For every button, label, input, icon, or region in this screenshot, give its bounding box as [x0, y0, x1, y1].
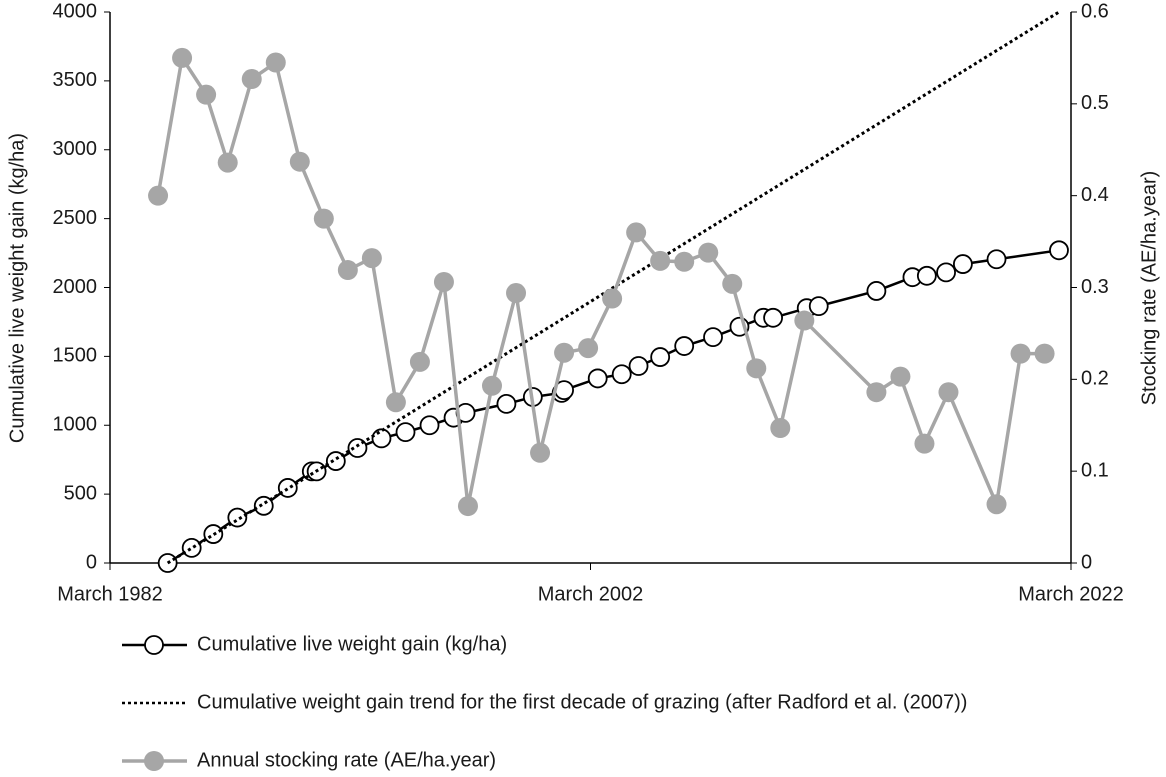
y2-tick-label: 0.3	[1081, 276, 1109, 298]
point	[181, 537, 202, 558]
point	[674, 251, 695, 272]
point	[674, 336, 695, 356]
point	[277, 478, 298, 498]
y-tick-label: 0	[86, 551, 97, 573]
point	[227, 507, 248, 528]
point	[530, 442, 551, 463]
y-tick-label: 1500	[53, 345, 98, 367]
point	[253, 495, 274, 516]
point	[172, 47, 193, 68]
point	[325, 451, 346, 471]
legend-label: Cumulative live weight gain (kg/ha)	[197, 633, 507, 655]
point	[313, 208, 334, 229]
point	[361, 248, 382, 269]
point	[916, 265, 937, 286]
legend-label: Annual stocking rate (AE/ha.year)	[197, 749, 496, 771]
x-tick-label: March 1982	[57, 583, 163, 605]
legend-label: Cumulative weight gain trend for the fir…	[197, 691, 967, 713]
point	[952, 254, 973, 274]
point	[936, 262, 956, 283]
point	[587, 368, 608, 389]
point	[650, 250, 671, 271]
y2-tick-label: 0.2	[1081, 368, 1109, 390]
point	[808, 296, 829, 316]
x-tick-label: March 2022	[1018, 583, 1124, 605]
point	[628, 356, 649, 376]
point	[241, 69, 262, 90]
point	[217, 152, 238, 173]
x-tick-label: March 2002	[538, 583, 644, 605]
point	[506, 283, 527, 304]
y2-axis-label: Stocking rate (AE/ha.year)	[1138, 171, 1160, 406]
point	[457, 496, 478, 517]
point	[794, 310, 815, 331]
point	[986, 249, 1007, 270]
point	[986, 494, 1007, 515]
point	[1049, 240, 1069, 261]
point	[496, 393, 517, 414]
point	[890, 366, 911, 387]
point	[337, 260, 358, 281]
y2-tick-label: 0	[1081, 551, 1092, 573]
point	[746, 358, 767, 379]
series-line	[166, 10, 1060, 565]
y2-tick-label: 0.4	[1081, 184, 1109, 206]
point	[866, 382, 887, 403]
point	[1034, 343, 1055, 364]
point	[395, 422, 416, 443]
point	[698, 242, 719, 263]
point	[611, 364, 632, 385]
point	[650, 347, 671, 367]
point	[481, 375, 502, 396]
y-tick-label: 4000	[53, 0, 98, 22]
y-tick-label: 3000	[53, 138, 98, 160]
y-tick-label: 2000	[53, 276, 98, 298]
point	[419, 415, 440, 436]
legend-marker	[144, 751, 164, 771]
y-tick-label: 500	[64, 482, 97, 504]
point	[554, 342, 575, 363]
point	[938, 382, 959, 403]
point	[1010, 343, 1031, 364]
legend-marker	[144, 635, 164, 655]
y-axis-label: Cumulative live weight gain (kg/ha)	[6, 133, 28, 443]
point	[626, 222, 647, 243]
point	[703, 327, 723, 347]
point	[289, 151, 310, 172]
point	[148, 185, 169, 206]
point	[385, 392, 406, 413]
point	[914, 433, 935, 454]
y-tick-label: 3500	[53, 69, 98, 91]
y-tick-label: 1000	[53, 414, 98, 436]
y2-tick-label: 0.6	[1081, 0, 1109, 22]
point	[770, 418, 791, 439]
point	[371, 428, 392, 449]
point	[866, 281, 887, 301]
point	[763, 307, 783, 328]
point	[578, 338, 599, 359]
y2-tick-label: 0.5	[1081, 92, 1109, 114]
point	[196, 84, 217, 105]
y-tick-label: 2500	[53, 207, 98, 229]
point	[722, 273, 743, 294]
y2-tick-label: 0.1	[1081, 459, 1109, 481]
point	[602, 288, 623, 309]
point	[265, 52, 286, 73]
point	[433, 271, 454, 292]
point	[409, 351, 430, 372]
